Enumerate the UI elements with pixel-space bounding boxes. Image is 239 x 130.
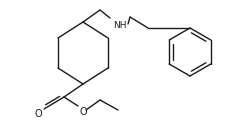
Text: O: O [79, 107, 87, 117]
Text: NH: NH [113, 21, 126, 31]
Text: O: O [34, 109, 42, 119]
